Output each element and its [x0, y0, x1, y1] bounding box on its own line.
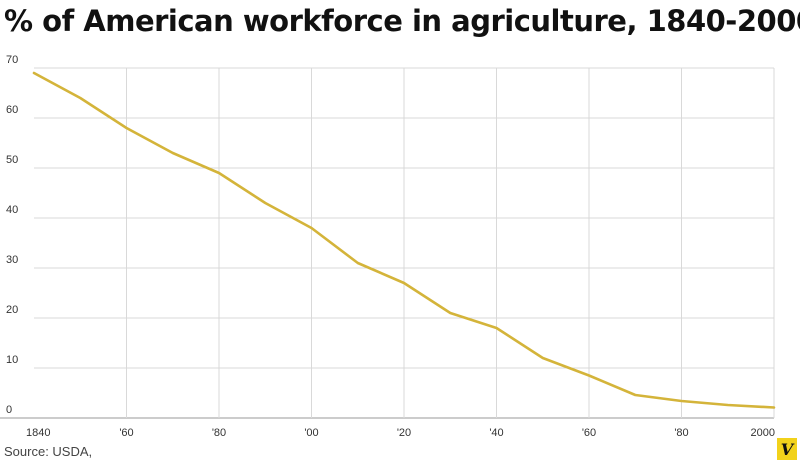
- chart-title: % of American workforce in agriculture, …: [4, 4, 800, 38]
- y-tick-label: 20: [6, 304, 18, 316]
- y-tick-label: 10: [6, 354, 18, 366]
- x-tick-label: '80: [674, 427, 688, 439]
- y-tick-label: 0: [6, 404, 12, 416]
- x-tick-label: '20: [397, 427, 411, 439]
- x-tick-label: 1840: [26, 427, 50, 439]
- series-line: [32, 71, 776, 409]
- x-tick-label: '80: [212, 427, 226, 439]
- y-tick-label: 70: [6, 54, 18, 66]
- y-axis: 0 10 20 30 40 50 60 70: [6, 54, 18, 416]
- x-tick-label: 2000: [751, 427, 775, 439]
- source-note: Source: USDA,: [4, 444, 93, 459]
- y-tick-label: 50: [6, 154, 18, 166]
- x-tick-label: '60: [119, 427, 133, 439]
- grid-lines: [0, 67, 775, 419]
- x-tick-label: '40: [489, 427, 503, 439]
- x-tick-label: '60: [582, 427, 596, 439]
- y-tick-label: 60: [6, 104, 18, 116]
- y-tick-label: 30: [6, 254, 18, 266]
- x-tick-label: '00: [304, 427, 318, 439]
- x-axis: 1840 '60 '80 '00 '20 '40 '60 '80 2000: [26, 427, 775, 439]
- series-layer: [32, 71, 776, 409]
- y-tick-label: 40: [6, 204, 18, 216]
- vox-logo: V: [777, 438, 797, 460]
